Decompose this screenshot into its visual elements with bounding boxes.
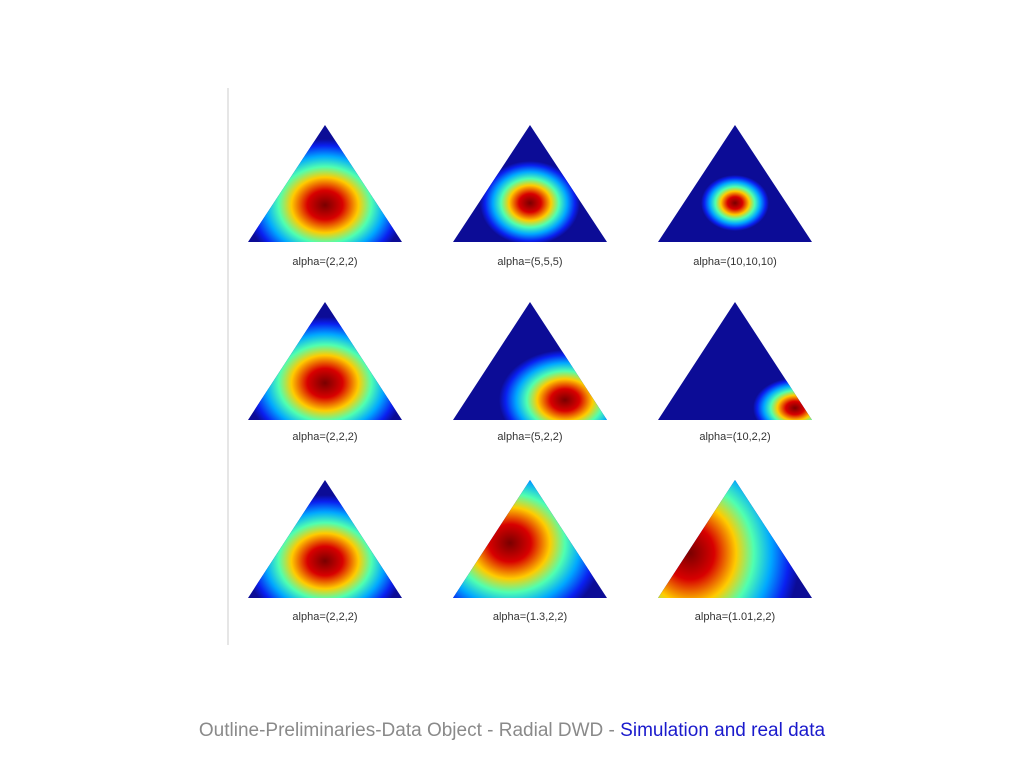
panel-label: alpha=(2,2,2) xyxy=(292,431,357,443)
panel: alpha=(2,2,2) xyxy=(248,125,402,268)
panel-label: alpha=(5,5,5) xyxy=(497,256,562,268)
density-heatmap xyxy=(658,480,800,598)
panel: alpha=(10,2,2) xyxy=(658,302,812,443)
panel-label: alpha=(2,2,2) xyxy=(292,611,357,623)
panel: alpha=(1.01,2,2) xyxy=(658,480,812,623)
panel: alpha=(5,2,2) xyxy=(453,302,607,443)
panel: alpha=(5,5,5) xyxy=(453,125,607,268)
density-heatmap xyxy=(248,317,402,420)
figure: alpha=(2,2,2) alpha=(5,5,5) alpha=(10,10,1… xyxy=(227,88,812,645)
panel: alpha=(10,10,10) xyxy=(658,125,812,268)
current-section: Simulation and real data xyxy=(620,720,826,741)
panel-label: alpha=(2,2,2) xyxy=(292,256,357,268)
panel-label: alpha=(1.3,2,2) xyxy=(493,611,567,623)
density-heatmap xyxy=(701,175,769,231)
panel: alpha=(2,2,2) xyxy=(248,302,402,443)
panel-label: alpha=(10,2,2) xyxy=(699,431,770,443)
panel-label: alpha=(5,2,2) xyxy=(497,431,562,443)
density-heatmap xyxy=(248,139,402,242)
density-heatmap xyxy=(248,495,402,598)
panel-label: alpha=(1.01,2,2) xyxy=(695,611,775,623)
panel: alpha=(2,2,2) xyxy=(248,480,402,623)
breadcrumb: Outline-Preliminaries-Data Object - Radi… xyxy=(198,720,621,741)
panel-label: alpha=(10,10,10) xyxy=(693,256,776,268)
density-heatmap xyxy=(480,161,580,242)
panel: alpha=(1.3,2,2) xyxy=(453,480,607,623)
footer: Outline-Preliminaries-Data Object - Radi… xyxy=(0,720,1024,742)
density-heatmap xyxy=(453,480,605,598)
density-heatmap xyxy=(753,378,812,420)
